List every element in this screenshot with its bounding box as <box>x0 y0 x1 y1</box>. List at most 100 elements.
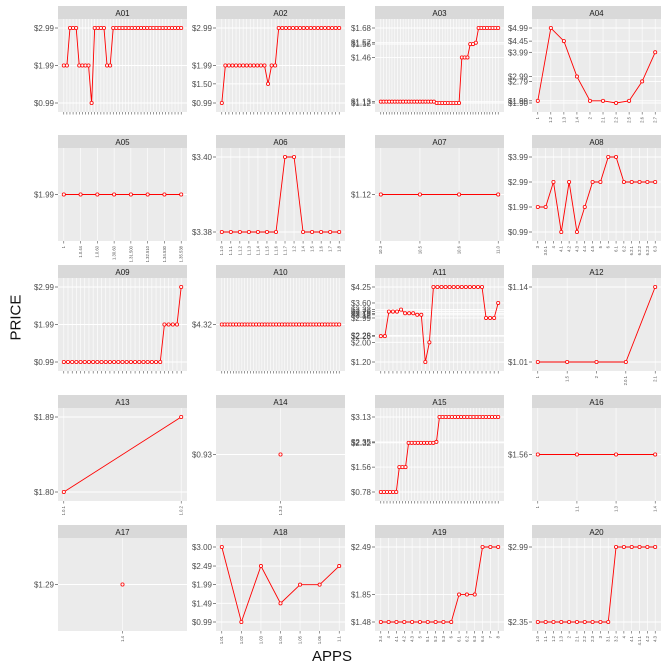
x-tick-label: 6.4 <box>480 635 485 641</box>
panel-background <box>532 19 661 112</box>
data-point <box>614 154 619 159</box>
x-tick-label: 4 <box>386 635 391 638</box>
data-point <box>112 192 117 197</box>
facet-title: A09 <box>115 268 130 277</box>
data-point <box>95 192 100 197</box>
x-axis-title: APPS <box>311 648 353 665</box>
data-point <box>561 39 566 44</box>
facet-strip <box>58 395 187 408</box>
x-tick-label: 1.30.60 <box>112 245 117 260</box>
data-point <box>582 620 587 625</box>
y-tick-label: $0.78 <box>351 488 372 497</box>
data-point <box>158 359 163 364</box>
data-point <box>594 359 599 364</box>
x-tick-label: 4.2 <box>402 635 407 641</box>
facet-strip <box>532 525 661 538</box>
data-point <box>582 204 587 209</box>
data-point <box>457 592 462 597</box>
data-point <box>399 307 404 312</box>
data-point <box>337 229 342 234</box>
x-tick-label: 6.2 <box>464 635 469 641</box>
facet-title: A04 <box>589 9 604 18</box>
y-tick-label: $1.13 <box>351 98 372 107</box>
facet-a07: A07 $1.12 10.3 10.5 10.6 11.0 <box>351 135 504 254</box>
facet-title: A02 <box>273 9 288 18</box>
data-point <box>219 229 224 234</box>
data-point <box>264 229 269 234</box>
data-point <box>99 359 104 364</box>
data-point <box>64 63 69 68</box>
x-tick-label: 1.6 <box>319 245 324 251</box>
x-tick-label: 2.1 <box>600 116 605 122</box>
x-tick-label: 1 <box>535 375 540 378</box>
data-point <box>179 414 184 419</box>
data-point <box>82 359 87 364</box>
data-point <box>390 309 395 314</box>
data-point <box>447 284 452 289</box>
data-point <box>590 620 595 625</box>
data-point <box>95 359 100 364</box>
x-tick-label: 2 <box>567 635 572 638</box>
x-tick-label: 3 <box>535 245 540 248</box>
y-tick-label: $2.25 <box>351 332 372 341</box>
y-tick-label: $3.25 <box>351 308 372 317</box>
x-tick-label: 1.5 <box>310 245 315 251</box>
data-point <box>294 25 299 30</box>
data-point <box>386 309 391 314</box>
y-tick-label: $2.99 <box>34 24 55 33</box>
x-tick-label: 6.2.3 <box>645 245 650 255</box>
x-tick-label: 1.05 <box>297 635 302 644</box>
x-tick-label: 7 <box>488 635 493 638</box>
data-point <box>244 63 249 68</box>
data-point <box>269 63 274 68</box>
data-point <box>162 322 167 327</box>
x-tick-label: 8 <box>496 635 501 638</box>
data-point <box>280 25 285 30</box>
data-point <box>241 63 246 68</box>
y-tick-label: $1.12 <box>351 99 372 108</box>
data-point <box>480 284 485 289</box>
data-point <box>645 179 650 184</box>
x-tick-label: 6.3 <box>653 245 658 251</box>
facet-strip <box>375 135 504 148</box>
data-point <box>551 620 556 625</box>
x-tick-label: 2.7 <box>653 116 658 122</box>
data-point <box>637 179 642 184</box>
data-point <box>310 229 315 234</box>
data-point <box>262 63 267 68</box>
data-point <box>61 192 66 197</box>
facet-title: A07 <box>432 138 447 147</box>
x-tick-label: 3.4 <box>378 635 383 641</box>
facet-title: A14 <box>273 398 288 407</box>
data-point <box>305 25 310 30</box>
y-tick-label: $1.57 <box>351 39 372 48</box>
facet-a04: A04 $1.90$1.99 $2.79$2.99 $3.99 $4.45 $4.99 1 1… <box>508 6 661 123</box>
data-point <box>598 179 603 184</box>
data-point <box>496 192 501 197</box>
x-tick-label: 2.2 <box>582 635 587 641</box>
x-tick-label: 4.1 <box>629 635 634 641</box>
data-point <box>137 359 142 364</box>
x-tick-label: 1 <box>535 116 540 119</box>
facet-title: A17 <box>115 528 130 537</box>
x-tick-label: 2.2 <box>613 116 618 122</box>
data-point <box>543 204 548 209</box>
facet-a19: A19 $1.48 $1.85 $2.49 3.4 4 4.1 4.2 4.3 5 5.1 5.2 5.… <box>351 525 504 642</box>
data-point <box>179 25 184 30</box>
data-point <box>623 359 628 364</box>
facet-a17: A17 $1.29 1.4 <box>34 525 187 642</box>
facet-strip <box>216 135 345 148</box>
data-point <box>484 315 489 320</box>
x-tick-label: 4.4 <box>582 245 587 251</box>
x-tick-label: 4.1.1 <box>637 635 642 645</box>
data-point <box>394 309 399 314</box>
data-point <box>124 359 129 364</box>
y-tick-label: $2.99 <box>351 314 372 323</box>
y-tick-label: $1.99 <box>34 191 55 200</box>
x-tick-label: 1.0.1 <box>61 505 66 515</box>
facet-a10: A10 $4.32 <box>192 265 345 374</box>
y-tick-label: $2.99 <box>192 24 213 33</box>
x-tick-label: 1.31.500 <box>128 245 133 262</box>
data-point <box>488 315 493 320</box>
y-tick-label: $1.90 <box>508 99 529 108</box>
